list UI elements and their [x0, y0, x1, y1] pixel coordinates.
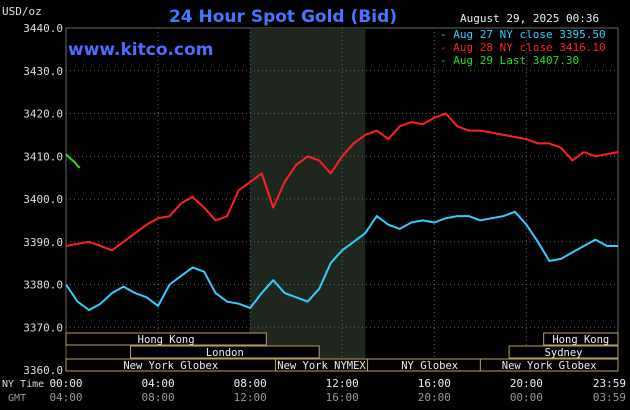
session-bar-box	[129, 345, 320, 359]
session-bar: New York NYMEX	[274, 358, 369, 372]
y-tick-label: 3380.0	[23, 279, 63, 292]
chart-title: 24 Hour Spot Gold (Bid)	[169, 7, 397, 27]
y-tick-label: 3360.0	[23, 364, 63, 377]
market-hours-highlight	[250, 28, 366, 370]
ny-time-label: NY Time	[2, 379, 44, 390]
grid-lines	[65, 27, 619, 371]
x-tick-label-ny: 00:00	[49, 377, 82, 390]
session-label: Hong Kong	[138, 334, 195, 346]
session-bar: New York Globex	[65, 358, 276, 372]
session-label: Hong Kong	[552, 334, 609, 346]
y-tick-label: 3410.0	[23, 150, 63, 163]
y-tick-label: 3420.0	[23, 108, 63, 121]
y-tick-label: 3390.0	[23, 236, 63, 249]
timestamp: August 29, 2025 00:36	[460, 12, 599, 25]
x-tick-label-gmt: 04:00	[49, 391, 82, 404]
x-tick-label-ny: 04:00	[142, 377, 175, 390]
x-tick-label-gmt: 08:00	[142, 391, 175, 404]
legend-entry: - Aug 28 NY close 3416.10	[440, 41, 606, 54]
x-tick-label-ny: 16:00	[418, 377, 451, 390]
session-bar: New York Globex	[479, 358, 619, 372]
gmt-label: GMT	[8, 393, 26, 404]
session-label: New York Globex	[502, 360, 597, 372]
session-bar: Hong Kong	[65, 332, 267, 346]
y-tick-label: 3440.0	[23, 22, 63, 35]
session-label: New York Globex	[123, 360, 218, 372]
session-label: Sydney	[545, 347, 583, 359]
y-tick-label: 3430.0	[23, 65, 63, 78]
x-tick-label-gmt: 00:00	[510, 391, 543, 404]
price-line	[65, 112, 619, 252]
y-axis-ticks: 3440.0 3430.0 3420.0 3410.0 3400.0 3390.0 3380…	[23, 22, 63, 377]
legend: - Aug 27 NY close 3395.50- Aug 28 NY clo…	[440, 28, 606, 67]
session-bar-box	[479, 358, 619, 372]
session-bar-box	[543, 332, 619, 346]
price-line	[65, 153, 81, 169]
x-tick-label-ny: 20:00	[510, 377, 543, 390]
price-series	[65, 112, 619, 312]
session-label: New York NYMEX	[277, 360, 366, 372]
session-label: NY Globex	[401, 360, 458, 372]
x-tick-label-gmt: 12:00	[234, 391, 267, 404]
session-bar: Sydney	[508, 345, 619, 359]
legend-entry: - Aug 29 Last 3407.30	[440, 54, 579, 67]
x-axis-labels: 00:0004:0004:0008:0008:0012:0012:0016:00…	[49, 377, 626, 404]
y-axis-unit: USD/oz	[2, 5, 42, 18]
legend-entry: - Aug 27 NY close 3395.50	[440, 28, 606, 41]
x-tick-label-gmt: 20:00	[418, 391, 451, 404]
price-line	[65, 210, 618, 312]
session-bar: London	[129, 345, 320, 359]
site-watermark: www.kitco.com	[68, 40, 213, 60]
session-bar-box	[65, 332, 267, 346]
session-bar-box	[508, 345, 619, 359]
x-tick-label-ny: 08:00	[234, 377, 267, 390]
session-bar: NY Globex	[367, 358, 493, 372]
y-tick-label: 3370.0	[23, 321, 63, 334]
x-tick-label-ny: 23:59	[593, 377, 626, 390]
x-tick-label-gmt: 03:59	[593, 391, 626, 404]
session-bar: Hong Kong	[543, 332, 619, 346]
y-tick-label: 3400.0	[23, 193, 63, 206]
session-label: London	[206, 347, 244, 359]
x-tick-label-ny: 12:00	[326, 377, 359, 390]
x-tick-label-gmt: 16:00	[326, 391, 359, 404]
